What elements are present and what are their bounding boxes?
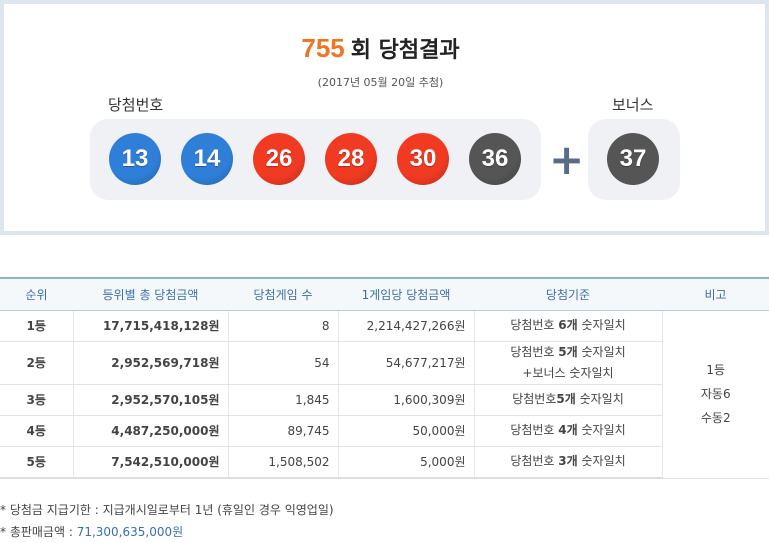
column-header: 등위별 총 당첨금액 bbox=[73, 277, 228, 311]
total-prize: 2,952,570,105원 bbox=[72, 384, 228, 416]
bonus-label: 보너스 bbox=[612, 96, 654, 114]
plus-icon: + bbox=[549, 135, 585, 184]
total-sales-label: * 총판매금액 : bbox=[0, 525, 77, 539]
rank: 5등 bbox=[0, 446, 73, 479]
winner-count: 8 bbox=[227, 310, 338, 342]
payment-deadline-note: * 당첨금 지급기한 : 지급개시일로부터 1년 (휴일인 경우 익영업일) bbox=[0, 503, 334, 517]
criteria-count: 5개 bbox=[556, 392, 576, 406]
column-header: 당첨기준 bbox=[474, 277, 662, 311]
criteria-text: 숫자일치 bbox=[577, 454, 626, 469]
remark-line: 1등 bbox=[706, 363, 726, 377]
winning-ball: 13 bbox=[109, 133, 161, 185]
column-header: 1게임당 당첨금액 bbox=[338, 277, 474, 311]
criteria: 당첨번호 3개 숫자일치 bbox=[473, 446, 662, 479]
prize-per-game: 54,677,217원 bbox=[337, 341, 474, 385]
criteria-count: 5개 bbox=[558, 344, 578, 359]
rank: 1등 bbox=[0, 310, 73, 342]
criteria-text: 숫자일치 bbox=[575, 392, 624, 406]
winner-count: 54 bbox=[227, 341, 338, 385]
bonus-ball: 37 bbox=[607, 133, 659, 185]
criteria: 당첨번호 6개 숫자일치 bbox=[473, 310, 662, 342]
criteria: 당첨번호 4개 숫자일치 bbox=[473, 415, 662, 447]
criteria-text: 당첨번호 bbox=[510, 318, 559, 332]
criteria-bonus: +보너스 숫자일치 bbox=[522, 365, 614, 380]
criteria-text: 당첨번호 bbox=[510, 344, 559, 359]
total-sales-note: * 총판매금액 : 71,300,635,000원 bbox=[0, 521, 334, 543]
winning-ball: 14 bbox=[181, 133, 233, 185]
winning-ball: 28 bbox=[325, 133, 377, 185]
winner-count: 89,745 bbox=[227, 415, 338, 447]
remark-line: 자동6 bbox=[700, 387, 731, 401]
total-sales-value: 71,300,635,000원 bbox=[76, 525, 184, 539]
criteria-count: 3개 bbox=[558, 454, 578, 469]
column-header: 당첨게임 수 bbox=[228, 277, 338, 311]
prize-per-game: 1,600,309원 bbox=[337, 384, 474, 416]
rank: 2등 bbox=[0, 341, 73, 385]
winning-ball: 26 bbox=[253, 133, 305, 185]
criteria-text: 당첨번호 bbox=[512, 392, 557, 406]
winning-numbers-label: 당첨번호 bbox=[108, 96, 164, 114]
total-prize: 4,487,250,000원 bbox=[72, 415, 228, 447]
criteria-count: 6개 bbox=[558, 318, 578, 332]
page-title: 755 회 당첨결과 bbox=[0, 32, 761, 64]
column-header: 순위 bbox=[0, 277, 73, 311]
draw-date: (2017년 05월 20일 추첨) bbox=[317, 76, 444, 89]
column-header: 비고 bbox=[662, 277, 769, 311]
winning-ball: 30 bbox=[397, 133, 449, 185]
criteria-text: 당첨번호 bbox=[510, 423, 559, 437]
notes: * 당첨금 지급기한 : 지급개시일로부터 1년 (휴일인 경우 익영업일) *… bbox=[0, 499, 334, 543]
title-suffix: 회 당첨결과 bbox=[350, 38, 460, 63]
prize-per-game: 2,214,427,266원 bbox=[337, 310, 474, 342]
prize-per-game: 50,000원 bbox=[337, 415, 474, 447]
total-prize: 17,715,418,128원 bbox=[72, 310, 228, 342]
total-prize: 7,542,510,000원 bbox=[72, 446, 228, 479]
table-row: 4등 4,487,250,000원 89,745 50,000원 당첨번호 4개… bbox=[0, 415, 769, 447]
remark-line: 수동2 bbox=[700, 411, 731, 425]
criteria-text: 당첨번호 bbox=[510, 454, 559, 469]
criteria-text: 숫자일치 bbox=[577, 318, 626, 332]
winning-numbers-box bbox=[90, 119, 541, 200]
total-prize: 2,952,569,718원 bbox=[72, 341, 228, 385]
criteria-text: 숫자일치 bbox=[577, 423, 626, 437]
winner-count: 1,845 bbox=[227, 384, 338, 416]
criteria-text: 숫자일치 bbox=[577, 344, 626, 359]
table-row: 3등 2,952,570,105원 1,845 1,600,309원 당첨번호5… bbox=[0, 384, 769, 416]
round-number: 755 bbox=[301, 33, 345, 63]
criteria: 당첨번호 5개 숫자일치 +보너스 숫자일치 bbox=[473, 341, 662, 385]
prize-per-game: 5,000원 bbox=[337, 446, 474, 479]
table-row: 2등 2,952,569,718원 54 54,677,217원 당첨번호 5개… bbox=[0, 341, 769, 385]
prize-table: 순위 등위별 총 당첨금액 당첨게임 수 1게임당 당첨금액 당첨기준 비고 1등 17,… bbox=[0, 277, 769, 479]
criteria: 당첨번호5개 숫자일치 bbox=[473, 384, 662, 416]
rank: 4등 bbox=[0, 415, 73, 447]
rank: 3등 bbox=[0, 384, 73, 416]
winner-count: 1,508,502 bbox=[227, 446, 338, 479]
criteria-count: 4개 bbox=[558, 423, 578, 437]
table-row: 1등 17,715,418,128원 8 2,214,427,266원 당첨번호… bbox=[0, 310, 769, 479]
table-row: 5등 7,542,510,000원 1,508,502 5,000원 당첨번호 … bbox=[0, 446, 769, 479]
winning-ball: 36 bbox=[469, 133, 521, 185]
